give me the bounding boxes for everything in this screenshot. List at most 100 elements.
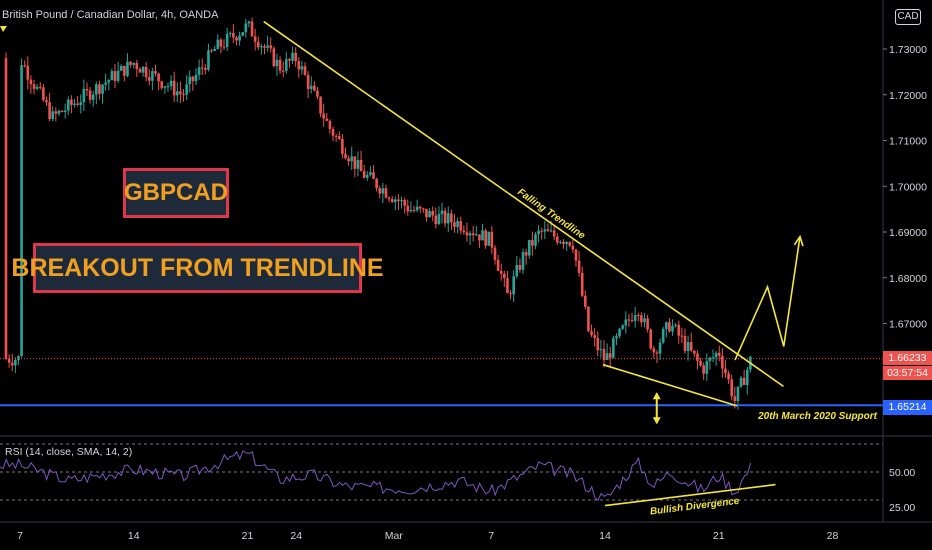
price-tick-label: 1.73000 xyxy=(889,44,927,56)
candle-body xyxy=(721,355,724,369)
candle-body xyxy=(384,188,388,198)
candle-body xyxy=(285,59,288,71)
candle-body xyxy=(157,73,160,82)
candle-body xyxy=(453,222,456,227)
candle-body xyxy=(303,66,307,75)
candle-body xyxy=(459,221,463,231)
candle-body xyxy=(702,365,705,374)
candle-body xyxy=(256,41,260,48)
currency-badge[interactable]: CAD xyxy=(895,9,921,25)
candle-body xyxy=(387,197,391,200)
candle-body xyxy=(281,70,285,72)
candle-body xyxy=(107,80,111,83)
candle-body xyxy=(334,135,338,137)
candles-layer xyxy=(4,17,752,410)
candle-body xyxy=(577,260,581,273)
candle-body xyxy=(652,348,656,353)
candle-body xyxy=(689,342,693,351)
candle-body xyxy=(306,74,310,89)
candle-body xyxy=(742,377,746,385)
candle-body xyxy=(319,96,322,114)
time-tick-label: 14 xyxy=(599,530,611,542)
candle-body xyxy=(677,324,681,336)
candle-body xyxy=(658,342,662,354)
candle-body xyxy=(129,61,132,65)
candle-body xyxy=(275,59,279,67)
candle-body xyxy=(403,200,406,206)
candle-body xyxy=(359,159,363,172)
candle-body xyxy=(185,84,188,95)
candle-body xyxy=(197,67,201,75)
candle-body xyxy=(686,342,690,352)
candle-body xyxy=(574,249,578,261)
candle-body xyxy=(717,352,721,356)
candle-body xyxy=(499,270,503,274)
candle-body xyxy=(101,84,104,94)
price-tick-label: 1.68000 xyxy=(889,273,927,285)
candle-body xyxy=(188,76,192,85)
candle-body xyxy=(269,45,273,49)
candle-body xyxy=(636,315,640,317)
candle-body xyxy=(350,156,354,162)
candle-body xyxy=(428,211,431,218)
price-tick-label: 1.69000 xyxy=(889,227,927,239)
chart-title: British Pound / Canadian Dollar, 4h, OAN… xyxy=(2,9,219,21)
candle-body xyxy=(730,379,733,397)
candle-body xyxy=(624,319,628,326)
candle-body xyxy=(621,325,624,329)
candle-body xyxy=(294,52,297,62)
candle-body xyxy=(584,295,587,307)
candle-body xyxy=(63,110,67,112)
price-tick-label: 1.70000 xyxy=(889,181,927,193)
candle-body xyxy=(169,80,173,87)
support-price-tag: 1.65214 xyxy=(883,400,932,415)
candle-body xyxy=(4,58,8,359)
candle-body xyxy=(42,87,45,101)
candle-body xyxy=(250,21,254,37)
candle-body xyxy=(222,46,226,48)
candle-body xyxy=(331,129,335,136)
candle-body xyxy=(512,276,515,295)
candle-body xyxy=(325,118,329,121)
candle-body xyxy=(154,71,157,74)
candle-body xyxy=(313,85,316,91)
candle-body xyxy=(17,356,20,361)
candle-body xyxy=(378,188,382,194)
candle-body xyxy=(493,247,497,260)
rsi-indicator-label[interactable]: RSI (14, close, SMA, 14, 2) xyxy=(5,446,133,458)
trendline-label: Falling Trendline xyxy=(515,187,587,242)
candle-body xyxy=(135,62,139,70)
time-tick-label: 24 xyxy=(290,530,302,542)
candle-body xyxy=(20,65,23,357)
candle-body xyxy=(506,278,509,294)
candle-body xyxy=(468,233,472,236)
candle-body xyxy=(82,88,86,103)
candle-body xyxy=(434,215,438,225)
candle-body xyxy=(724,368,727,374)
support-bounce-arrow-head-down xyxy=(652,417,661,425)
candle-body xyxy=(524,251,528,256)
projection-arrowhead xyxy=(793,234,804,247)
candle-body xyxy=(422,208,425,210)
candle-body xyxy=(552,230,556,237)
candle-body xyxy=(207,50,210,70)
candle-body xyxy=(397,199,400,202)
candle-body xyxy=(322,113,325,119)
candle-body xyxy=(260,46,263,48)
candle-body xyxy=(166,86,170,88)
candle-body xyxy=(531,239,534,246)
candle-body xyxy=(291,52,294,61)
candle-body xyxy=(705,361,709,374)
candle-body xyxy=(344,153,347,159)
candle-body xyxy=(116,70,120,81)
candle-body xyxy=(7,358,11,363)
candle-body xyxy=(490,231,494,248)
candle-body xyxy=(272,48,276,67)
candle-body xyxy=(76,103,79,105)
candle-body xyxy=(263,46,266,48)
candle-body xyxy=(309,85,313,89)
candle-body xyxy=(440,210,444,215)
candle-body xyxy=(693,350,696,354)
candle-body xyxy=(518,265,522,270)
